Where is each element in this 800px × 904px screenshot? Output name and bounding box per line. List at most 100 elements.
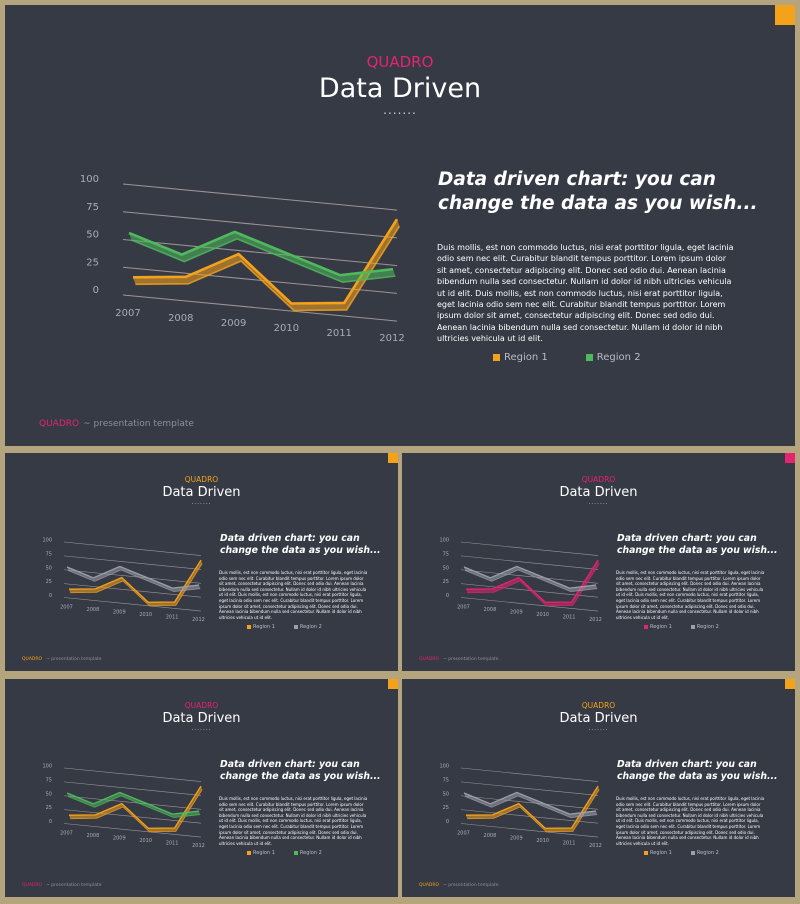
y-tick-label: 100 (439, 764, 449, 770)
series-region-1-shadow (70, 563, 203, 607)
footer-text: ~ presentation template (443, 883, 499, 888)
x-tick-label: 2008 (484, 833, 497, 839)
x-tick-label: 2012 (589, 843, 602, 849)
title-divider-dots: ....... (588, 499, 609, 506)
x-tick-label: 2011 (166, 615, 179, 621)
series-region-2-line (463, 565, 597, 589)
legend-label: Region 2 (696, 850, 719, 856)
y-tick-label: 50 (443, 791, 449, 797)
x-tick-label: 2010 (139, 612, 152, 618)
chart-legend: Region 1 Region 2 (644, 624, 719, 630)
title-divider-dots: ....... (588, 725, 609, 732)
series-region-2-shadow (131, 238, 396, 284)
legend-label: Region 2 (299, 624, 322, 630)
x-tick-label: 2007 (60, 831, 73, 837)
series-region-2-line (128, 230, 394, 277)
body-text: Duis mollis, est non commodo luctus, nis… (219, 570, 368, 620)
legend-label: Region 1 (650, 850, 672, 856)
x-tick-label: 2009 (113, 610, 126, 616)
gridline (460, 795, 599, 810)
series-region-2-ribbon (464, 566, 598, 592)
y-tick-label: 75 (86, 202, 99, 213)
legend-item-region-2: Region 2 (690, 850, 719, 856)
x-tick-label: 2010 (536, 838, 549, 844)
gridline (460, 569, 599, 584)
x-tick-label: 2009 (221, 318, 246, 329)
x-tick-label: 2007 (457, 831, 470, 837)
title-divider-dots: ....... (383, 103, 417, 117)
x-tick-label: 2008 (168, 313, 193, 324)
y-tick-label: 25 (443, 805, 449, 811)
x-tick-label: 2012 (192, 617, 205, 623)
gridline (460, 541, 599, 556)
series-region-2-line (66, 565, 200, 589)
y-tick-label: 100 (42, 764, 52, 770)
gridline (63, 781, 202, 796)
legend-item-region-1: Region 1 (247, 850, 275, 856)
main-slide[interactable]: QUADRO Data Driven ....... 100 75 50 25 0 200… (5, 5, 795, 446)
legend-swatch-region-2 (690, 625, 695, 629)
series-region-2-shadow (465, 569, 598, 593)
series-region-1-ribbon (466, 560, 600, 606)
thumbnail-slide[interactable]: QUADRO Data Driven ....... 100 75 50 25 0 200… (5, 453, 398, 671)
legend-label: Region 1 (504, 352, 548, 363)
legend-swatch-region-2 (293, 851, 298, 855)
slide-footer: QUADRO ~ presentation template (22, 883, 102, 888)
legend-item-region-2: Region 2 (293, 850, 322, 856)
series-region-2-shadow (68, 795, 201, 819)
slide-footer: QUADRO ~ presentation template (419, 657, 499, 662)
y-tick-label: 50 (46, 791, 52, 797)
brand-label: QUADRO (581, 701, 616, 710)
chart-heading: Data driven chart: you can change the da… (617, 759, 778, 782)
y-tick-label: 75 (443, 777, 449, 783)
x-tick-label: 2008 (87, 607, 100, 613)
series-region-1-line (68, 559, 202, 603)
legend-item-region-2: Region 2 (690, 624, 719, 630)
series-region-1-shadow (467, 789, 600, 833)
line-chart-3d: 100 75 50 25 0 2007 2008 2009 2010 2011 2012 (42, 538, 205, 624)
brand-label: QUADRO (184, 701, 219, 710)
x-tick-label: 2011 (326, 328, 351, 339)
slide-title: Data Driven (559, 711, 638, 726)
chart-legend: Region 1 Region 2 (493, 352, 641, 363)
y-tick-label: 25 (46, 579, 52, 585)
gridline (63, 597, 202, 612)
gridline (122, 183, 398, 211)
chart-legend: Region 1 Region 2 (247, 850, 322, 856)
line-chart-3d: 100 75 50 25 0 2007 2008 2009 2010 2011 2012 (80, 174, 405, 344)
gridline (63, 541, 202, 556)
body-text: Duis mollis, est non commodo luctus, nis… (616, 796, 765, 846)
x-tick-label: 2007 (115, 308, 140, 319)
series-region-1-ribbon (69, 786, 203, 832)
chart-heading: Data driven chart: you can change the da… (220, 759, 381, 782)
slide-footer: QUADRO ~ presentation template (39, 419, 194, 429)
legend-swatch-region-1 (247, 625, 251, 629)
x-tick-label: 2009 (510, 610, 523, 616)
series-region-1-ribbon (466, 786, 600, 832)
y-tick-label: 100 (42, 538, 52, 544)
series-region-1-shadow (135, 225, 401, 312)
footer-text: ~ presentation template (83, 419, 194, 429)
legend-swatch-region-1 (247, 851, 251, 855)
series-region-1-line (465, 559, 599, 603)
chart-heading: Data driven chart: you can change the da… (617, 533, 778, 556)
footer-text: ~ presentation template (443, 657, 499, 662)
gridline (460, 555, 599, 570)
line-chart-3d: 100 75 50 25 0 2007 2008 2009 2010 2011 2012 (439, 764, 602, 850)
thumbnail-slide[interactable]: QUADRO Data Driven ....... 100 75 50 25 0 200… (5, 679, 398, 897)
gridline (122, 266, 398, 294)
series-region-2-ribbon (464, 792, 598, 818)
body-text: Duis mollis, est non commodo luctus, nis… (219, 796, 368, 846)
x-tick-label: 2011 (166, 841, 179, 847)
thumbnail-slide[interactable]: QUADRO Data Driven ....... 100 75 50 25 0 200… (402, 679, 795, 897)
thumbnail-slide[interactable]: QUADRO Data Driven ....... 100 75 50 25 0 200… (402, 453, 795, 671)
x-tick-label: 2010 (139, 838, 152, 844)
chart-heading: Data driven chart: you can change the da… (438, 169, 758, 214)
legend-swatch-region-1 (644, 851, 648, 855)
footer-brand: QUADRO (419, 883, 440, 888)
series-region-2-shadow (68, 569, 201, 593)
legend-label: Region 1 (253, 850, 275, 856)
x-tick-label: 2009 (113, 836, 126, 842)
series-region-2-ribbon (67, 566, 201, 592)
legend-item-region-1: Region 1 (493, 352, 548, 363)
